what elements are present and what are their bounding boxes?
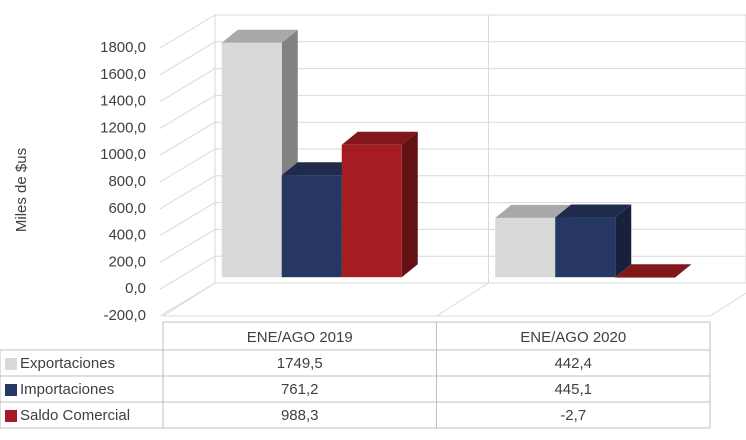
- table-value: 988,3: [281, 407, 319, 424]
- bar-side: [401, 131, 418, 278]
- bar-top: [341, 131, 418, 145]
- y-tick-label: 600,0: [108, 200, 146, 217]
- legend-swatch: [5, 358, 17, 370]
- bar: [615, 277, 676, 278]
- legend-swatch: [5, 384, 17, 396]
- legend-swatch: [5, 410, 17, 422]
- table-value: 445,1: [554, 381, 592, 398]
- y-tick-label: 1800,0: [100, 39, 146, 56]
- y-tick-label: 1200,0: [100, 119, 146, 136]
- bar: [341, 144, 402, 278]
- bar-side: [615, 204, 632, 278]
- legend-label: Saldo Comercial: [20, 407, 130, 424]
- floor-line: [709, 292, 746, 317]
- floor-line: [436, 282, 489, 317]
- bar: [281, 175, 342, 278]
- grid-line-side: [159, 175, 216, 210]
- grid-line-side: [159, 148, 216, 183]
- grid-line-side: [159, 121, 216, 156]
- grid-line-side: [159, 255, 216, 290]
- y-tick-label: 200,0: [108, 253, 146, 270]
- y-tick-label: 400,0: [108, 227, 146, 244]
- bar-top: [281, 162, 358, 176]
- bar-side: [675, 264, 692, 278]
- bar-top: [555, 204, 632, 218]
- grid-line-side: [159, 41, 216, 76]
- floor-line: [162, 282, 216, 317]
- category-label: ENE/AGO 2019: [247, 329, 353, 346]
- y-tick-label: 800,0: [108, 173, 146, 190]
- bar: [221, 42, 282, 278]
- grid-line-side: [159, 14, 216, 49]
- bar-top: [495, 204, 572, 218]
- y-tick-label: 1600,0: [100, 66, 146, 83]
- table-value: 442,4: [554, 355, 592, 372]
- grid-line-side: [159, 228, 216, 263]
- legend-label: Importaciones: [20, 381, 114, 398]
- table-value: -2,7: [560, 407, 586, 424]
- grid-line-side: [159, 94, 216, 129]
- y-tick-label: 1400,0: [100, 93, 146, 110]
- bar-top: [615, 264, 692, 278]
- y-tick-label: 0,0: [125, 280, 146, 297]
- table-value: 761,2: [281, 381, 319, 398]
- bar-top: [221, 29, 298, 43]
- bar: [495, 217, 556, 278]
- table-value: 1749,5: [277, 355, 323, 372]
- y-tick-label: 1000,0: [100, 146, 146, 163]
- y-axis-label: Miles de $us: [13, 148, 30, 232]
- grid-line-side: [159, 202, 216, 237]
- y-tick-label: -200,0: [103, 307, 146, 324]
- legend-label: Exportaciones: [20, 355, 115, 372]
- grid-line-side: [159, 68, 216, 103]
- category-label: ENE/AGO 2020: [520, 329, 626, 346]
- bar: [555, 217, 616, 278]
